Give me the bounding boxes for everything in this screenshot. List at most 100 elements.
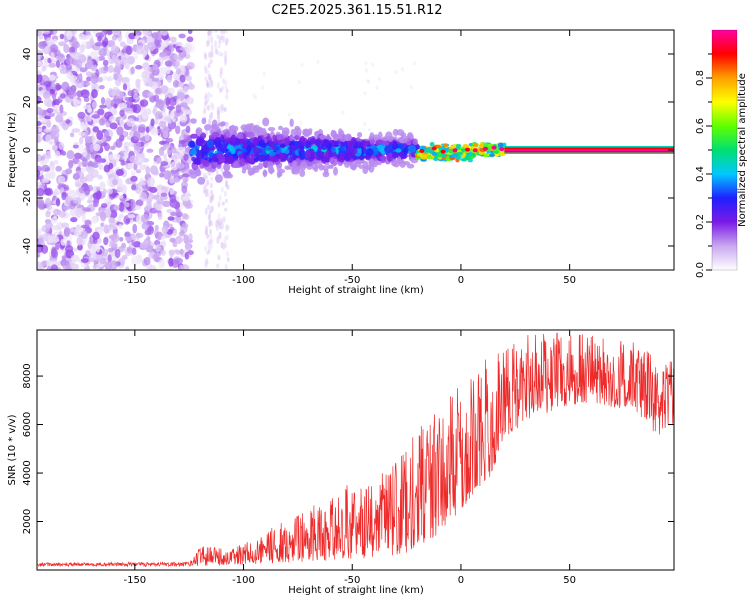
- heatmap-cell: [80, 230, 88, 240]
- heatmap-cell: [141, 213, 149, 224]
- heatmap-cell: [188, 233, 193, 241]
- heatmap-cell: [102, 59, 109, 67]
- heatmap-cell: [429, 141, 435, 147]
- heatmap-cell: [468, 155, 475, 159]
- heatmap-cell: [278, 125, 283, 131]
- heatmap-cell: [97, 108, 105, 116]
- heatmap-cell: [135, 78, 141, 89]
- heatmap-cell: [48, 63, 56, 68]
- heatmap-cell: [284, 148, 290, 155]
- heatmap-cell: [168, 97, 178, 106]
- heatmap-cell: [52, 38, 58, 44]
- steady-line-peak: [504, 149, 674, 151]
- heatmap-cell: [80, 89, 90, 99]
- heatmap-cell: [110, 223, 118, 230]
- x-tick-label: -50: [344, 575, 360, 586]
- colorbar-label: Normalized spectral amplitude: [737, 73, 748, 227]
- heatmap-cell: [181, 213, 189, 220]
- heatmap-cell: [181, 222, 189, 229]
- heatmap-cell: [267, 126, 276, 132]
- heatmap-cell: [75, 183, 81, 188]
- heatmap-cell: [257, 154, 266, 161]
- heatmap-cell: [177, 55, 184, 61]
- heatmap-cell: [488, 153, 496, 157]
- heatmap-cell: [160, 192, 168, 197]
- heatmap-cell: [79, 66, 88, 73]
- heatmap-cell: [239, 138, 247, 145]
- heatmap-cell: [108, 162, 114, 170]
- heatmap-cell: [116, 59, 123, 65]
- heatmap-cell: [305, 141, 312, 149]
- heatmap-cell: [37, 73, 43, 84]
- y-tick-label: -20: [22, 190, 33, 206]
- heatmap-cell: [49, 44, 59, 53]
- heatmap-cell: [387, 154, 392, 162]
- heatmap-cell: [98, 76, 103, 83]
- heatmap-cell: [126, 247, 134, 254]
- heatmap-cell: [291, 166, 296, 175]
- heatmap-cell: [150, 118, 155, 127]
- heatmap-cell: [354, 159, 361, 165]
- heatmap-cell: [79, 136, 84, 145]
- heatmap-cell: [413, 61, 417, 65]
- heatmap-cell: [214, 40, 218, 48]
- heatmap-cell: [182, 109, 192, 114]
- heatmap-cell: [79, 44, 85, 54]
- heatmap-cell: [133, 130, 141, 140]
- heatmap-cell: [82, 149, 88, 157]
- heatmap-cell: [60, 187, 65, 193]
- heatmap-cell: [218, 38, 222, 45]
- heatmap-cell: [55, 198, 61, 207]
- heatmap-cell: [206, 250, 210, 255]
- heatmap-cell: [116, 90, 124, 99]
- heatmap-cell: [37, 134, 41, 143]
- heatmap-cell: [127, 214, 136, 219]
- heatmap-cell: [166, 208, 173, 214]
- heatmap-cell: [85, 81, 91, 86]
- heatmap-cell: [207, 34, 211, 41]
- heatmap-cell: [55, 84, 62, 90]
- heatmap-cell: [169, 250, 174, 258]
- heatmap-cell: [284, 165, 290, 170]
- heatmap-cell: [100, 203, 108, 209]
- heatmap-cell: [123, 141, 129, 150]
- heatmap-cell: [293, 128, 299, 135]
- heatmap-cell: [246, 131, 255, 138]
- heatmap-cell: [103, 129, 110, 139]
- heatmap-cell: [497, 142, 504, 148]
- heatmap-cell: [289, 118, 294, 128]
- heatmap-cell: [217, 114, 221, 122]
- heatmap-cell: [209, 196, 213, 204]
- heatmap-cell: [38, 235, 45, 245]
- heatmap-cell: [142, 30, 150, 37]
- heatmap-cell: [59, 33, 65, 40]
- heatmap-cell: [119, 41, 126, 47]
- heatmap-cell: [125, 266, 130, 270]
- heatmap-cell: [214, 137, 222, 143]
- heatmap-cell: [252, 147, 260, 154]
- heatmap-cell: [37, 169, 41, 178]
- heatmap-cell: [209, 93, 213, 98]
- heatmap-cell: [303, 128, 311, 138]
- heatmap-cell: [298, 80, 301, 84]
- y-tick-label: -40: [22, 238, 33, 254]
- heatmap-cell: [152, 161, 158, 166]
- heatmap-cell: [344, 152, 351, 162]
- heatmap-cell: [375, 85, 379, 90]
- heatmap-cell: [122, 193, 127, 199]
- heatmap-cell: [87, 166, 94, 176]
- heatmap-cell: [55, 60, 61, 68]
- heatmap-cell: [172, 242, 178, 248]
- heatmap-cell: [169, 198, 178, 208]
- heatmap-cell: [338, 146, 346, 153]
- heatmap-cell: [115, 138, 123, 149]
- heatmap-cell: [300, 135, 306, 143]
- heatmap-cell: [67, 189, 77, 199]
- heatmap-cell: [166, 105, 175, 110]
- heatmap-cell: [124, 59, 130, 70]
- heatmap-cell: [131, 247, 137, 255]
- heatmap-cell: [284, 137, 290, 147]
- heatmap-cell: [338, 155, 344, 161]
- heatmap-cell: [169, 211, 177, 217]
- heatmap-cell: [43, 128, 52, 133]
